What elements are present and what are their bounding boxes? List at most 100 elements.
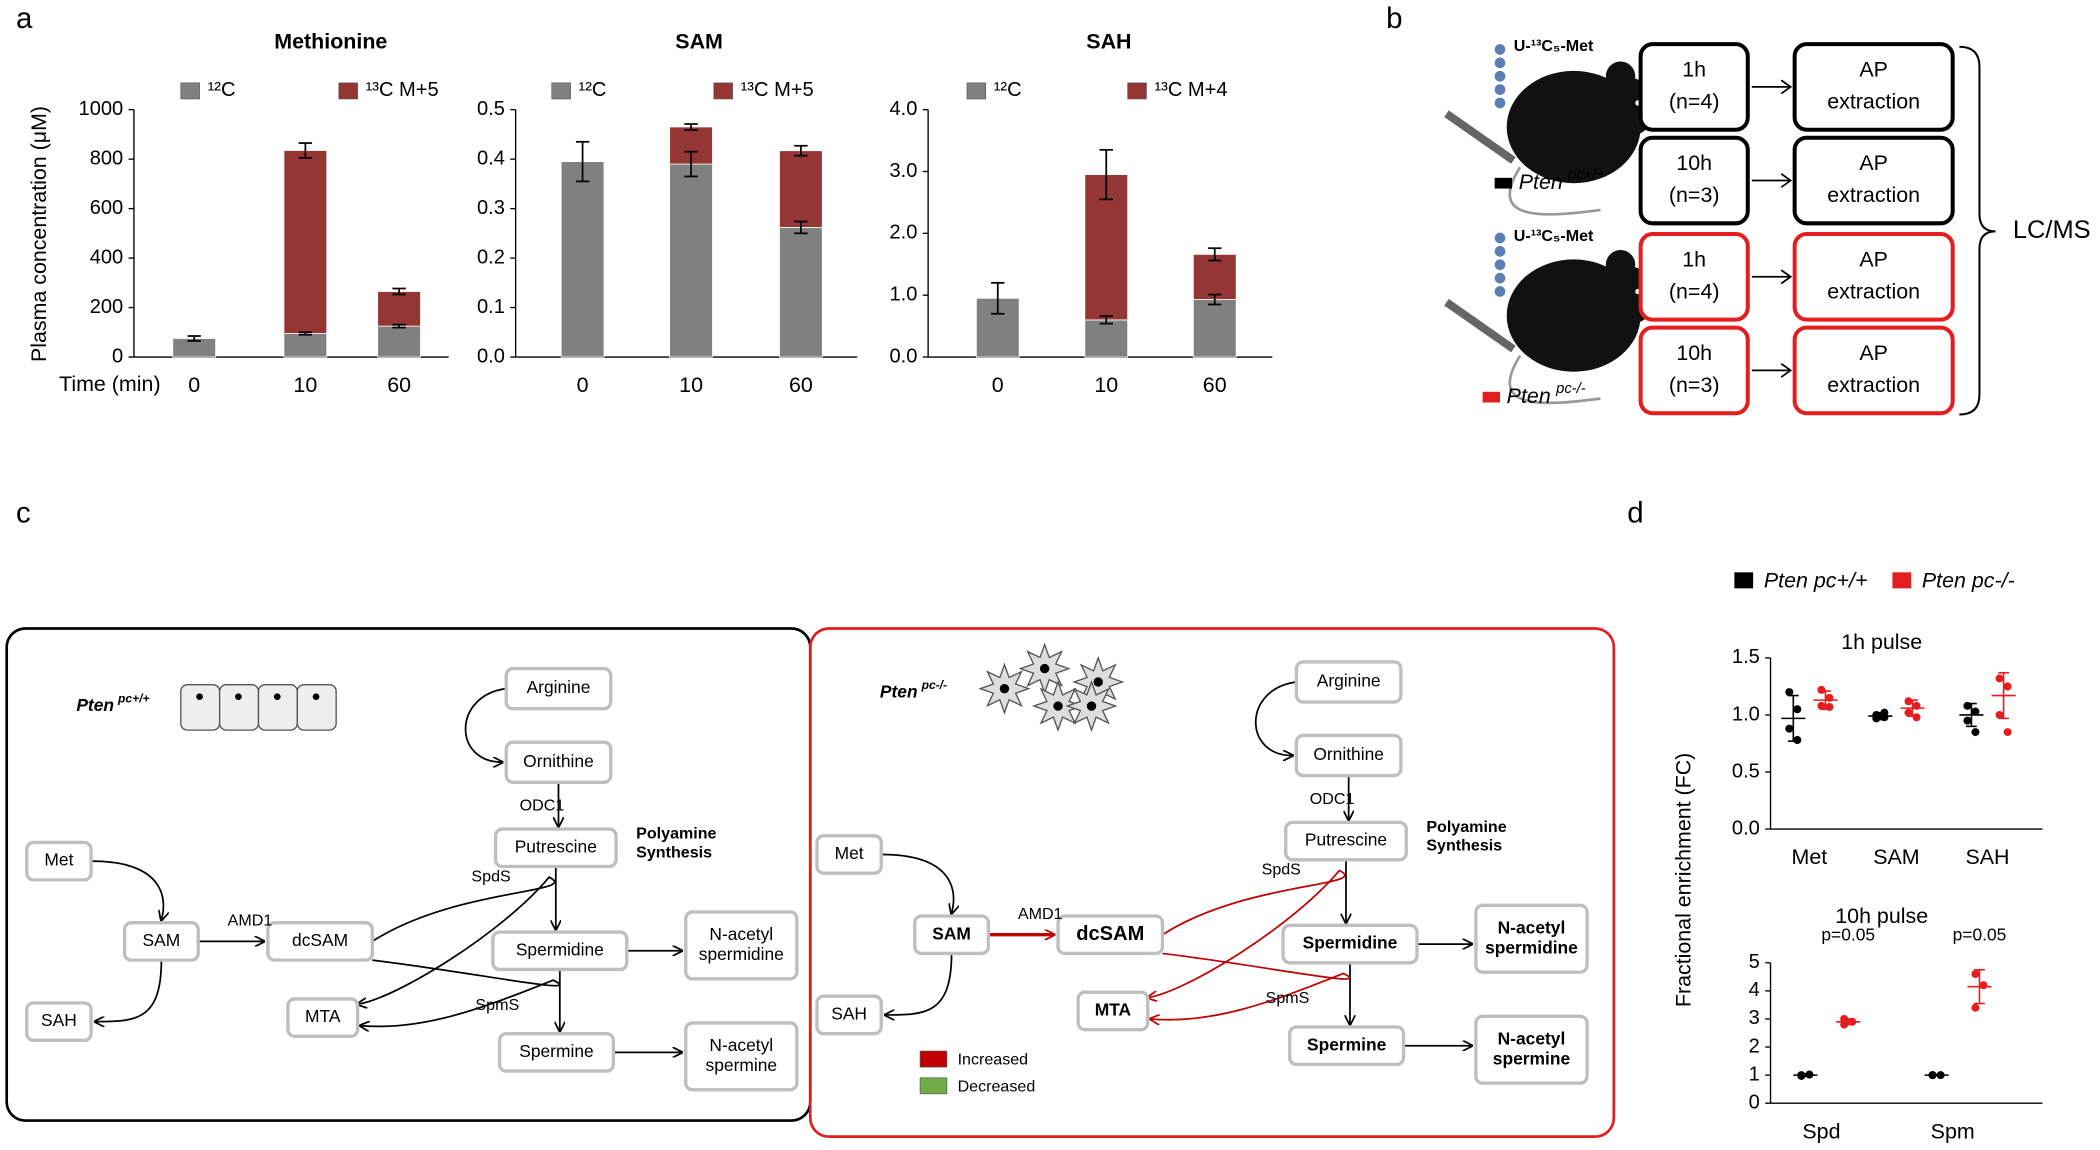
y-tick-label: 5 xyxy=(1749,951,1760,973)
legend-swatch xyxy=(966,82,987,100)
tracer-bead xyxy=(1494,84,1506,95)
x-tick-label: SAM xyxy=(1873,845,1919,869)
y-tick-label: 0.2 xyxy=(477,246,505,268)
data-point xyxy=(1904,708,1913,717)
error-bar xyxy=(575,140,590,183)
legend-label: ¹³C M+4 xyxy=(1154,79,1227,101)
step-label: AP xyxy=(1859,151,1888,175)
y-axis-label: Plasma concentration (μM) xyxy=(27,106,51,362)
mean-error xyxy=(1959,702,1984,728)
legend-swatch xyxy=(1127,82,1147,100)
mean-error xyxy=(1991,671,2016,720)
legend-swatch xyxy=(1892,572,1912,589)
bar-segment xyxy=(560,161,605,358)
metabolite-label: Ornithine xyxy=(523,751,594,771)
x-tick-label: SAH xyxy=(1965,845,2009,869)
bar-segment xyxy=(1084,319,1129,358)
timepoint-n: (n=4) xyxy=(1669,280,1720,304)
legend-label: ¹³C M+5 xyxy=(366,79,439,101)
y-tick-label: 600 xyxy=(90,197,124,219)
step-label: extraction xyxy=(1827,90,1920,114)
metabolite-label: Arginine xyxy=(527,677,591,697)
metabolite-box xyxy=(122,921,200,962)
x-tick-label: 60 xyxy=(387,373,411,397)
timepoint-box xyxy=(1638,42,1750,132)
legend-label: Pten pc+/+ xyxy=(1764,568,1868,592)
bar-segment xyxy=(377,325,421,358)
metabolite-label: Spermine xyxy=(1307,1034,1387,1054)
metabolite-label: Arginine xyxy=(1317,671,1381,691)
panel-letter: d xyxy=(1627,497,1643,530)
genotype-name: Pten xyxy=(76,695,114,715)
step-label: extraction xyxy=(1827,373,1920,397)
metabolite-box xyxy=(1284,820,1408,862)
y-tick-label: 1 xyxy=(1749,1063,1760,1085)
y-tick-label: 400 xyxy=(90,246,124,268)
error-bar xyxy=(298,331,313,336)
x-axis-label: Time (min) xyxy=(59,372,161,396)
data-point xyxy=(1785,688,1794,697)
timepoint-n: (n=3) xyxy=(1669,183,1720,207)
metabolite-label: SAM xyxy=(932,923,971,943)
timepoint-box xyxy=(1638,325,1750,416)
metabolite-label: SAH xyxy=(831,1004,867,1024)
y-tick-label: 1.0 xyxy=(1732,703,1760,725)
pathway-arrow xyxy=(885,953,953,1015)
y-tick-label: 2 xyxy=(1749,1035,1760,1057)
data-point xyxy=(1817,701,1826,710)
arrow xyxy=(1751,173,1793,188)
mean-error xyxy=(1900,699,1925,717)
metabolite-box xyxy=(493,827,618,869)
metabolite-label: dcSAM xyxy=(292,930,348,950)
error-bar xyxy=(991,281,1005,315)
genotype-sup: pc-/- xyxy=(921,678,947,692)
enzyme-label: AMD1 xyxy=(1018,905,1063,923)
timepoint-time: 10h xyxy=(1676,151,1712,175)
bar-segment xyxy=(283,333,328,358)
chart-title: 1h pulse xyxy=(1841,630,1922,654)
data-point xyxy=(1793,736,1802,745)
step-box xyxy=(1792,135,1955,226)
panel-frame xyxy=(808,627,1616,1138)
legend-label: ¹²C xyxy=(208,79,236,101)
metabolite-label: Spermidine xyxy=(1303,933,1398,953)
tracer-bead xyxy=(1494,272,1506,284)
y-tick-label: 0.0 xyxy=(889,345,917,367)
metabolite-box xyxy=(266,921,374,962)
metabolite-label: N-acetyl xyxy=(709,1035,773,1055)
timepoint-time: 1h xyxy=(1682,58,1706,82)
data-point xyxy=(1912,713,1921,722)
legend-swatch xyxy=(713,82,733,100)
metabolite-label: spermine xyxy=(1493,1048,1571,1068)
pathway-arrow xyxy=(464,687,507,763)
metabolite-label: SAM xyxy=(143,930,181,950)
metabolite-box xyxy=(1474,1014,1589,1085)
mean-error xyxy=(1868,711,1893,721)
bar-segment xyxy=(1192,299,1237,358)
genotype-swatch xyxy=(1482,391,1500,403)
nucleus xyxy=(1086,701,1097,711)
nucleus xyxy=(196,693,203,701)
x-tick-label: 0 xyxy=(188,373,200,397)
x-tick-label: 60 xyxy=(1203,373,1227,397)
step-label: AP xyxy=(1859,341,1888,365)
y-tick-label: 1.0 xyxy=(889,283,917,305)
legend-label: ¹³C M+5 xyxy=(741,79,814,101)
nucleus xyxy=(235,693,242,701)
metabolite-label: spermidine xyxy=(699,944,784,964)
timepoint-time: 10h xyxy=(1676,341,1712,365)
step-label: extraction xyxy=(1827,280,1920,304)
step-label: AP xyxy=(1859,58,1888,82)
metabolite-box xyxy=(1294,660,1403,704)
chart-title: SAH xyxy=(1086,29,1131,53)
x-tick-label: Spd xyxy=(1802,1119,1840,1143)
legend-swatch xyxy=(551,82,571,100)
error-bar xyxy=(1099,148,1113,201)
readout-label: LC/MS xyxy=(2013,216,2091,244)
metabolite-box xyxy=(497,1031,616,1073)
nucleus xyxy=(1053,701,1063,711)
genotype-name: Pten xyxy=(1519,170,1563,194)
cell xyxy=(257,683,298,731)
data-point xyxy=(1785,724,1794,733)
x-tick-label: 10 xyxy=(293,373,317,397)
